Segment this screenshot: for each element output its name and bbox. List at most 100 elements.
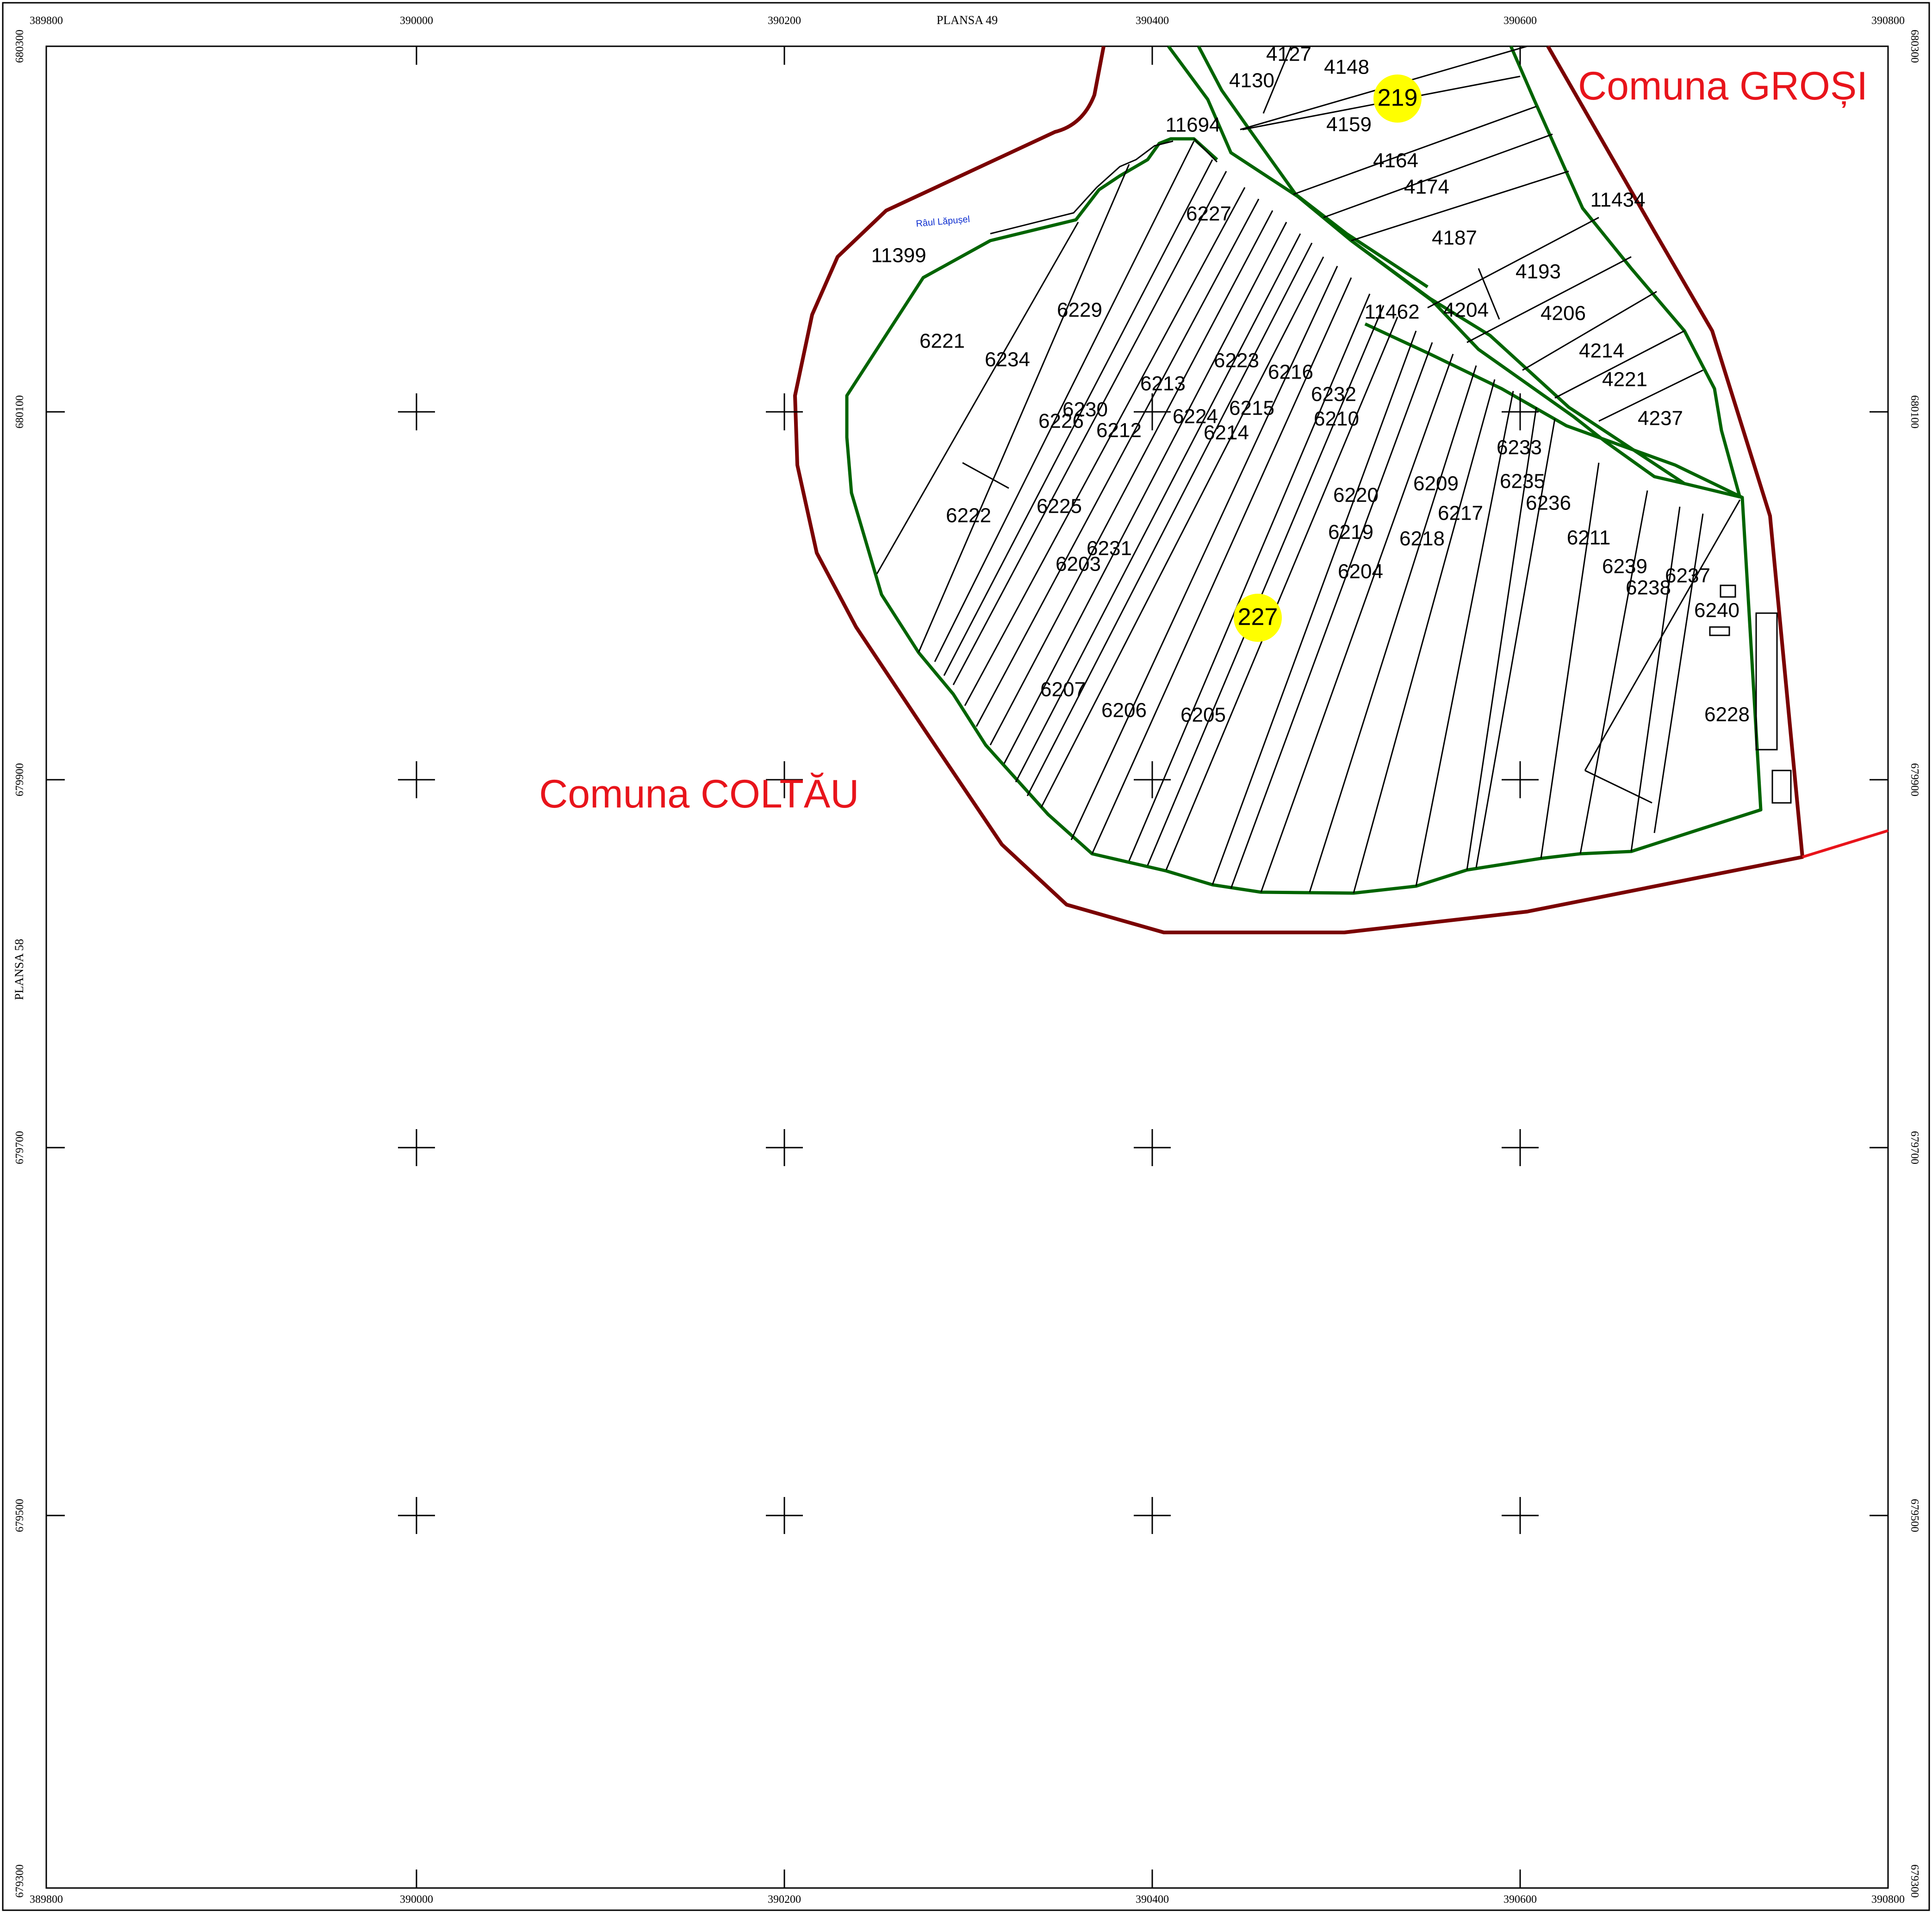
commune-boundary-east (1802, 829, 1889, 858)
parcel-label[interactable]: 6203 (1056, 553, 1101, 576)
parcel-label[interactable]: 6231 (1087, 537, 1132, 560)
highlight-label: 219 (1378, 85, 1418, 112)
parcel-label[interactable]: 6235 (1500, 470, 1545, 493)
parcel-label[interactable]: 6214 (1204, 422, 1249, 444)
parcel-block-outline (845, 45, 1763, 895)
parcel-label[interactable]: 4130 (1229, 69, 1274, 92)
parcel-label[interactable]: 4127 (1266, 43, 1311, 66)
parcel-label[interactable]: 6239 (1602, 555, 1647, 578)
parcel-label[interactable]: 6213 (1140, 373, 1186, 395)
commune-boundary (793, 45, 1804, 934)
parcel-label[interactable]: 6219 (1328, 521, 1373, 544)
highlight-219[interactable]: 219 (1373, 75, 1422, 123)
x-coord-label: 390000 (400, 1894, 433, 1906)
parcel-label[interactable]: 6238 (1626, 577, 1671, 599)
parcel-label[interactable]: 6232 (1311, 383, 1356, 406)
parcel-label[interactable]: 11462 (1364, 301, 1419, 323)
y-coord-label: 679900 (1908, 763, 1920, 796)
parcel-label[interactable]: 6218 (1399, 528, 1445, 550)
x-coord-label: 390800 (1871, 1894, 1905, 1906)
parcel-label[interactable]: 4159 (1326, 113, 1372, 136)
parcel-label[interactable]: 6221 (919, 330, 965, 353)
parcel-label[interactable]: 6233 (1497, 436, 1542, 459)
parcel-label[interactable]: 4214 (1579, 340, 1624, 362)
x-coord-label: 390400 (1136, 1894, 1169, 1906)
parcel-label[interactable]: 11694 (1165, 114, 1220, 137)
river-lapusel (990, 140, 1174, 235)
parcel-label[interactable]: 6240 (1694, 599, 1739, 622)
y-coord-label: 679500 (14, 1499, 26, 1532)
x-coords-top: 389800 390000 390200 390400 390600 39080… (30, 15, 1905, 27)
parcel-label[interactable]: 11434 (1590, 189, 1645, 211)
sheet-ref-left[interactable]: PLANSA 58 (12, 939, 26, 1000)
parcel-label[interactable]: 6222 (946, 504, 991, 527)
y-coord-label: 679300 (1908, 1864, 1920, 1898)
parcel-lines (876, 45, 1741, 894)
y-coord-label: 679700 (14, 1131, 26, 1164)
parcel-label[interactable]: 6225 (1037, 495, 1082, 518)
road-edge-north (1197, 45, 1429, 288)
parcel-label[interactable]: 6207 (1040, 678, 1086, 701)
parcel-label[interactable]: 4148 (1324, 56, 1369, 79)
parcel-label[interactable]: 6237 (1665, 565, 1710, 587)
x-coords-bottom: 389800 390000 390200 390400 390600 39080… (30, 1894, 1905, 1906)
parcel-label[interactable]: 6212 (1096, 419, 1142, 442)
x-coord-label: 390600 (1503, 15, 1537, 27)
road-crossing-strip-2 (1364, 322, 1743, 499)
parcel-label[interactable]: 6210 (1314, 408, 1359, 430)
parcel-label[interactable]: 6228 (1704, 703, 1750, 726)
highlight-circle (1234, 594, 1282, 642)
parcel-label[interactable]: 6229 (1057, 299, 1102, 322)
parcel-label[interactable]: 4206 (1541, 302, 1586, 325)
y-coord-label: 679300 (14, 1864, 26, 1898)
parcel-label[interactable]: 4174 (1404, 176, 1449, 199)
parcel-label[interactable]: 6227 (1186, 203, 1231, 225)
parcel-label[interactable]: 4187 (1432, 227, 1477, 249)
y-coord-label: 679500 (1908, 1499, 1920, 1532)
parcel-label[interactable]: 4237 (1638, 407, 1683, 430)
parcel-label[interactable]: 6216 (1268, 361, 1313, 384)
parcel-label[interactable]: 6224 (1173, 405, 1218, 428)
parcel-label[interactable]: 4193 (1516, 261, 1561, 283)
parcel-label[interactable]: 6206 (1101, 699, 1147, 722)
parcel-label[interactable]: 11399 (871, 244, 926, 267)
x-coord-label: 389800 (30, 1894, 63, 1906)
parcel-label[interactable]: 6226 (1038, 410, 1084, 433)
road-crossing-strip (1350, 239, 1685, 485)
x-coord-label: 390200 (768, 1894, 801, 1906)
parcel-label[interactable]: 6215 (1229, 397, 1274, 420)
x-coord-label: 389800 (30, 15, 63, 27)
road-edge-east (1509, 45, 1742, 498)
highlight-227[interactable]: 227 (1234, 594, 1282, 642)
parcel-label[interactable]: 4221 (1602, 368, 1647, 391)
grid-crosses (398, 393, 1539, 1534)
parcel-labels: 4127 4148 4130 4159 11694 4164 4174 1143… (871, 43, 1749, 727)
parcel-label[interactable]: 4164 (1373, 149, 1418, 172)
parcel-label[interactable]: 6205 (1180, 704, 1226, 727)
parcel-label[interactable]: 6204 (1338, 560, 1383, 583)
inner-frame (45, 45, 1889, 1889)
parcel-label[interactable]: 6223 (1214, 349, 1259, 372)
parcel-label[interactable]: 6220 (1333, 484, 1379, 507)
y-coord-label: 680100 (14, 395, 26, 429)
parcel-label[interactable]: 6217 (1438, 502, 1483, 525)
sheet-ref-top[interactable]: PLANSA 49 (937, 13, 998, 27)
commune-label-coltau: Comuna COLTĂU (539, 772, 859, 816)
parcel-label[interactable]: 6211 (1567, 527, 1611, 549)
parcel-label[interactable]: 6230 (1062, 398, 1108, 421)
y-coord-label: 679900 (14, 763, 26, 796)
x-coord-label: 390000 (400, 15, 433, 27)
y-coord-label: 680300 (14, 30, 26, 63)
edge-ticks (46, 46, 1888, 1888)
parcel-label[interactable]: 6234 (985, 348, 1030, 371)
highlight-circle (1373, 75, 1422, 123)
y-coords-left: 680300 680100 679900 679700 679500 67930… (14, 30, 26, 1898)
parcel-label[interactable]: 4204 (1443, 299, 1489, 322)
parcel-label[interactable]: 6236 (1526, 492, 1571, 515)
highlight-label: 227 (1238, 604, 1278, 631)
y-coord-label: 680300 (1908, 30, 1920, 63)
x-coord-label: 390200 (768, 15, 801, 27)
parcel-label[interactable]: 6209 (1413, 472, 1459, 495)
